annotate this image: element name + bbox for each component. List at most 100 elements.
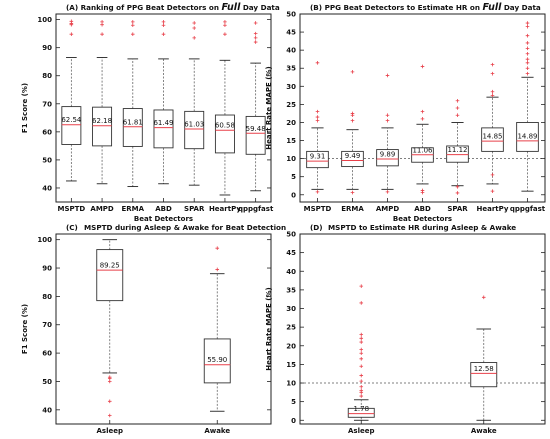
- median-value-label: 12.58: [474, 365, 494, 373]
- box-erma: 9.49 ERMA: [341, 70, 364, 213]
- title-emphasis: Full: [482, 2, 502, 13]
- median-value-label: 9.31: [310, 153, 326, 161]
- iqr-box: [245, 115, 266, 155]
- iqr-box: [122, 108, 143, 147]
- outlier-point: [107, 413, 112, 418]
- outlier-point: [359, 347, 364, 352]
- chart-title: (A) Ranking of PPG Beat Detectors on Ful…: [66, 2, 280, 13]
- iqr-box: [203, 338, 231, 384]
- iqr-box: [306, 150, 329, 169]
- outlier-point: [253, 40, 258, 44]
- outlier-point: [192, 26, 197, 30]
- median-value-label: 9.89: [380, 151, 396, 159]
- outlier-point: [525, 66, 530, 71]
- iqr-box: [376, 149, 399, 167]
- title-text: Day Data: [240, 3, 280, 12]
- title-text: PPG Beat Detectors to Estimate HR on: [325, 3, 483, 12]
- outlier-point: [315, 61, 320, 65]
- outlier-point: [359, 301, 364, 305]
- box-spar: 61.03 SPAR: [184, 21, 205, 213]
- outlier-point: [525, 46, 530, 51]
- x-tick-label: qppgfast: [510, 205, 546, 213]
- outlier-point: [161, 23, 166, 28]
- x-tick-label: Asleep: [348, 427, 375, 435]
- x-tick-label: Awake: [471, 427, 497, 435]
- outlier-point: [420, 188, 425, 193]
- median-value-label: 14.85: [482, 133, 502, 141]
- iqr-box: [516, 122, 539, 152]
- outlier-point: [525, 71, 530, 76]
- median-value-label: 62.54: [61, 116, 82, 124]
- median-value-label: 60.58: [215, 122, 235, 130]
- box-ampd: 62.18 AMPD: [90, 20, 114, 213]
- box-qppgfast: 14.89 qppgfast: [510, 21, 546, 213]
- outlier-point: [359, 388, 364, 393]
- y-tick-label: 20: [286, 119, 296, 127]
- y-tick-label: 25: [286, 101, 296, 109]
- y-tick-label: 10: [286, 155, 296, 163]
- iqr-box: [470, 362, 498, 388]
- outlier-point: [525, 33, 530, 38]
- y-tick-label: 45: [286, 29, 296, 37]
- outlier-point: [359, 373, 364, 378]
- outlier-point: [107, 399, 112, 404]
- y-tick-label: 0: [291, 191, 296, 199]
- box-asleep: 1.78 Asleep: [347, 284, 375, 435]
- outlier-point: [490, 173, 495, 177]
- x-tick-label: Awake: [204, 427, 230, 435]
- y-tick-label: 40: [42, 184, 52, 192]
- outlier-point: [455, 98, 460, 103]
- outlier-point: [130, 23, 135, 28]
- median-value-label: 59.48: [246, 125, 266, 133]
- median-value-label: 9.49: [345, 152, 361, 160]
- x-axis-label: Beat Detectors: [134, 215, 193, 223]
- median-value-label: 61.81: [123, 118, 143, 126]
- x-tick-label: AMPD: [376, 205, 400, 213]
- outlier-point: [350, 111, 355, 116]
- median-value-label: 11.12: [447, 146, 467, 154]
- y-tick-label: 10: [286, 380, 296, 388]
- y-tick-label: 5: [291, 173, 296, 181]
- outlier-point: [223, 23, 227, 28]
- outlier-point: [223, 20, 227, 24]
- y-tick-label: 15: [286, 137, 296, 145]
- chart-title: MSPTD during Asleep & Awake for Beat Det…: [84, 223, 286, 232]
- title-text: Day Data: [501, 3, 541, 12]
- outlier-point: [130, 20, 135, 24]
- box-heartpy: 14.85 HeartPy: [477, 62, 509, 213]
- plot-frame: [55, 233, 272, 425]
- box-abd: 11.06 ABD: [411, 64, 434, 213]
- box-qppgfast: 59.48 qppgfast: [238, 21, 274, 213]
- outlier-point: [525, 21, 530, 25]
- x-tick-label: SPAR: [447, 205, 468, 213]
- iqr-box: [184, 110, 205, 150]
- outlier-point: [253, 36, 258, 40]
- outlier-point: [315, 109, 320, 114]
- outlier-point: [350, 190, 355, 195]
- outlier-point: [490, 62, 495, 67]
- outlier-point: [359, 351, 364, 356]
- y-tick-label: 90: [42, 265, 52, 273]
- y-tick-label: 100: [37, 236, 52, 244]
- outlier-point: [490, 189, 495, 193]
- box-asleep: 89.25 Asleep: [96, 239, 124, 435]
- outlier-point: [455, 191, 460, 195]
- panel-d: 0 5 10 15 20 25 30 35 40 45 50 1.78 Asleep 12.58 Awake…: [265, 223, 546, 435]
- outlier-point: [253, 21, 258, 25]
- iqr-box: [341, 150, 364, 168]
- panel-a: 40 50 60 70 80 90 100 62.54 MSPTD 62.18 AMPD 61.81 E…: [21, 2, 280, 223]
- outlier-point: [481, 295, 486, 300]
- panel-label: (B): [310, 3, 325, 12]
- y-tick-label: 0: [291, 417, 296, 425]
- outlier-point: [350, 118, 355, 123]
- y-axis-label: Heart Rate MAPE (%): [265, 66, 273, 149]
- x-tick-label: SPAR: [184, 205, 205, 213]
- panel-label: (A): [66, 3, 81, 12]
- y-tick-label: 30: [286, 305, 296, 313]
- box-awake: 12.58 Awake: [470, 295, 498, 435]
- box-awake: 55.90 Awake: [203, 246, 231, 435]
- x-tick-label: MSPTD: [304, 205, 332, 213]
- outlier-point: [359, 364, 364, 369]
- y-tick-label: 90: [42, 44, 52, 52]
